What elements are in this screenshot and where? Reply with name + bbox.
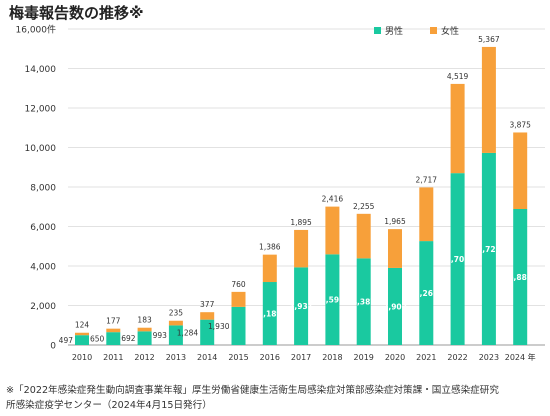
- data-label-female: 377: [200, 300, 215, 309]
- source-footnote: ※「2022年感染症発生動向調査事業年報」厚生労働省健康生活衛生局感染症対策部感…: [6, 383, 546, 413]
- bar-female-13: [481, 46, 496, 153]
- footnote-line-2: 所感染症疫学センター（2024年4月15日発行）: [6, 400, 212, 411]
- y-tick-label: 0: [50, 342, 56, 352]
- bar-male-8: [325, 254, 340, 345]
- legend-label: 男性: [385, 25, 403, 37]
- x-tick-label: 2022: [447, 353, 467, 362]
- x-tick-label: 2011: [103, 353, 123, 362]
- x-tick-label: 2017: [291, 353, 311, 362]
- bar-female-9: [356, 213, 371, 259]
- bars: [75, 46, 528, 345]
- bar-male-5: [231, 306, 246, 345]
- y-tick-label: 2,000: [30, 302, 56, 312]
- data-label-male: 3,902: [383, 302, 407, 311]
- bar-male-2: [137, 331, 152, 345]
- legend: 男性 女性: [374, 25, 459, 37]
- legend-swatch-1: [430, 27, 437, 34]
- data-label-female: 235: [169, 309, 184, 318]
- data-label-female: 2,717: [416, 175, 438, 184]
- data-label-male: 1,284: [177, 328, 199, 337]
- data-label-female: 183: [137, 316, 152, 325]
- x-tick-label: 2024 年: [505, 352, 536, 362]
- x-tick-label: 2018: [322, 353, 342, 362]
- bar-female-3: [168, 320, 183, 326]
- data-label-female: 2,416: [322, 195, 344, 204]
- y-tick-label: 12,000: [25, 105, 57, 115]
- data-label-male: 8,701: [446, 255, 470, 264]
- data-label-male: 993: [153, 331, 168, 340]
- data-label-female: 1,965: [384, 217, 406, 226]
- data-label-male: 5,261: [414, 289, 438, 298]
- data-label-male: 1,930: [208, 322, 230, 331]
- bar-male-0: [75, 335, 89, 345]
- data-label-female: 1,895: [290, 218, 312, 227]
- x-tick-label: 2019: [354, 353, 374, 362]
- data-label-male: 9,725: [477, 245, 501, 254]
- y-tick-label: 6,000: [30, 223, 56, 233]
- x-tick-label: 2012: [134, 353, 154, 362]
- data-label-male: 4,591: [321, 296, 345, 305]
- bar-female-5: [231, 291, 246, 307]
- bar-male-3: [168, 325, 183, 345]
- chart: 02,0004,0006,0008,00010,00012,00014,0001…: [16, 24, 545, 363]
- data-label-female: 1,386: [259, 243, 281, 252]
- bar-female-1: [106, 328, 121, 333]
- data-label-male: 6,886: [508, 273, 532, 282]
- data-label-female: 177: [106, 317, 121, 326]
- x-tick-label: 2015: [228, 353, 248, 362]
- bar-female-8: [325, 206, 340, 255]
- y-tick-label: 8,000: [30, 184, 56, 194]
- bar-male-11: [419, 241, 434, 345]
- x-tick-label: 2023: [479, 353, 499, 362]
- bar-male-14: [513, 209, 528, 345]
- data-label-male: 3,189: [258, 310, 282, 319]
- x-tick-label: 2013: [166, 353, 186, 362]
- bar-male-10: [388, 267, 402, 345]
- bar-male-9: [356, 258, 371, 345]
- bar-male-7: [294, 267, 309, 345]
- bar-female-0: [75, 332, 89, 336]
- bar-male-13: [481, 152, 496, 345]
- x-tick-label: 2010: [72, 353, 92, 362]
- data-label-male: 3,931: [289, 302, 313, 311]
- legend-swatch-0: [374, 27, 381, 34]
- bar-female-12: [450, 83, 465, 174]
- y-axis: 02,0004,0006,0008,00010,00012,00014,0001…: [16, 24, 536, 363]
- bar-female-10: [388, 229, 402, 268]
- y-tick-label: 14,000: [25, 65, 57, 75]
- bar-female-6: [262, 254, 277, 283]
- bar-female-4: [200, 312, 215, 320]
- data-label-male: 650: [90, 335, 105, 344]
- x-tick-label: 2021: [416, 353, 436, 362]
- x-tick-label: 2014: [197, 353, 217, 362]
- bar-male-12: [450, 173, 465, 345]
- data-label-female: 760: [231, 280, 246, 289]
- bar-male-6: [262, 282, 277, 345]
- bar-male-1: [106, 332, 121, 345]
- bar-female-14: [513, 132, 528, 210]
- data-label-male: 692: [121, 334, 136, 343]
- bar-female-7: [294, 229, 309, 268]
- y-tick-label: 10,000: [25, 144, 57, 154]
- data-label-female: 3,875: [509, 120, 531, 129]
- chart-title: 梅毒報告数の推移※: [9, 4, 144, 22]
- bar-male-4: [200, 319, 215, 345]
- legend-label: 女性: [441, 25, 459, 37]
- x-tick-label: 2020: [385, 353, 405, 362]
- x-tick-label: 2016: [260, 353, 280, 362]
- data-label-male: 497: [59, 336, 74, 345]
- y-tick-label: 4,000: [30, 263, 56, 273]
- data-label-female: 2,255: [353, 202, 375, 211]
- bar-female-11: [419, 187, 434, 242]
- data-label-male: 4,387: [352, 298, 376, 307]
- data-label-female: 124: [75, 321, 90, 330]
- bar-female-2: [137, 327, 152, 332]
- data-label-female: 5,367: [478, 35, 500, 44]
- y-tick-label: 16,000件: [16, 24, 57, 36]
- footnote-line-1: ※「2022年感染症発生動向調査事業年報」厚生労働省健康生活衛生局感染症対策部感…: [6, 385, 499, 396]
- data-label-female: 4,519: [447, 72, 469, 81]
